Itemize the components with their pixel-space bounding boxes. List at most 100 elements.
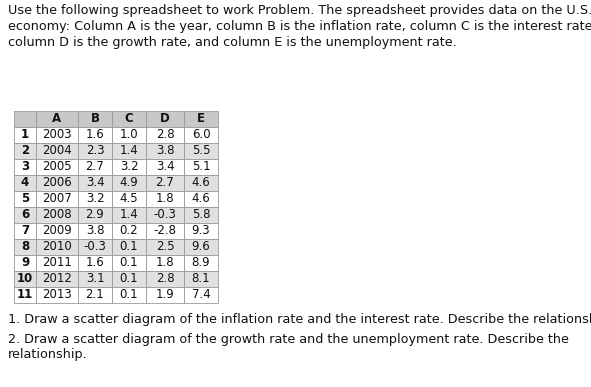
Text: 2.8: 2.8 xyxy=(155,272,174,286)
Bar xyxy=(36,191,78,207)
Bar xyxy=(112,207,146,223)
Text: 2011: 2011 xyxy=(42,257,72,269)
Bar xyxy=(112,287,146,303)
Text: 2. Draw a scatter diagram of the growth rate and the unemployment rate. Describe: 2. Draw a scatter diagram of the growth … xyxy=(8,333,569,346)
Bar xyxy=(36,111,78,127)
Bar xyxy=(146,175,184,191)
Text: 0.1: 0.1 xyxy=(120,240,138,253)
Bar xyxy=(78,127,112,143)
Bar xyxy=(78,271,112,287)
Bar xyxy=(112,127,146,143)
Text: 3.4: 3.4 xyxy=(86,176,105,190)
Text: economy: Column A is the year, column B is the inflation rate, column C is the i: economy: Column A is the year, column B … xyxy=(8,20,591,33)
Bar xyxy=(78,223,112,239)
Bar xyxy=(36,127,78,143)
Text: 1.6: 1.6 xyxy=(86,128,105,142)
Text: 1.6: 1.6 xyxy=(86,257,105,269)
Text: Use the following spreadsheet to work Problem. The spreadsheet provides data on : Use the following spreadsheet to work Pr… xyxy=(8,4,591,17)
Text: 4.9: 4.9 xyxy=(119,176,138,190)
Bar xyxy=(14,191,36,207)
Bar xyxy=(146,191,184,207)
Text: 3.2: 3.2 xyxy=(120,161,138,173)
Bar xyxy=(146,159,184,175)
Bar xyxy=(112,239,146,255)
Text: D: D xyxy=(160,113,170,125)
Text: 9.3: 9.3 xyxy=(191,224,210,238)
Bar xyxy=(36,255,78,271)
Text: 5.5: 5.5 xyxy=(191,144,210,158)
Text: 5.1: 5.1 xyxy=(191,161,210,173)
Text: 2.8: 2.8 xyxy=(155,128,174,142)
Bar xyxy=(112,111,146,127)
Text: 1.8: 1.8 xyxy=(155,257,174,269)
Text: 2012: 2012 xyxy=(42,272,72,286)
Bar xyxy=(78,191,112,207)
Bar xyxy=(36,143,78,159)
Bar xyxy=(78,255,112,271)
Text: 2.7: 2.7 xyxy=(155,176,174,190)
Bar xyxy=(184,271,218,287)
Text: B: B xyxy=(90,113,99,125)
Text: A: A xyxy=(53,113,61,125)
Text: 2.1: 2.1 xyxy=(86,288,105,301)
Text: relationship.: relationship. xyxy=(8,348,87,361)
Bar xyxy=(14,239,36,255)
Bar xyxy=(184,127,218,143)
Bar xyxy=(146,207,184,223)
Bar xyxy=(184,175,218,191)
Text: 2009: 2009 xyxy=(42,224,72,238)
Bar xyxy=(14,207,36,223)
Text: 1.9: 1.9 xyxy=(155,288,174,301)
Bar xyxy=(14,127,36,143)
Bar xyxy=(14,175,36,191)
Bar xyxy=(112,271,146,287)
Bar xyxy=(36,175,78,191)
Bar xyxy=(36,207,78,223)
Text: 4: 4 xyxy=(21,176,29,190)
Text: 8: 8 xyxy=(21,240,29,253)
Bar xyxy=(184,223,218,239)
Bar xyxy=(184,255,218,271)
Text: 4.6: 4.6 xyxy=(191,192,210,205)
Bar xyxy=(184,207,218,223)
Text: 2.9: 2.9 xyxy=(86,209,105,221)
Text: 2.7: 2.7 xyxy=(86,161,105,173)
Text: -0.3: -0.3 xyxy=(154,209,177,221)
Text: 8.1: 8.1 xyxy=(191,272,210,286)
Text: E: E xyxy=(197,113,205,125)
Bar xyxy=(78,111,112,127)
Text: 4.5: 4.5 xyxy=(120,192,138,205)
Bar xyxy=(112,143,146,159)
Text: 5: 5 xyxy=(21,192,29,205)
Text: 0.1: 0.1 xyxy=(120,288,138,301)
Bar xyxy=(146,271,184,287)
Text: 1: 1 xyxy=(21,128,29,142)
Bar xyxy=(112,159,146,175)
Bar xyxy=(36,287,78,303)
Text: 8.9: 8.9 xyxy=(191,257,210,269)
Bar xyxy=(112,255,146,271)
Text: 2007: 2007 xyxy=(42,192,72,205)
Text: -0.3: -0.3 xyxy=(83,240,106,253)
Text: 2008: 2008 xyxy=(42,209,72,221)
Bar xyxy=(36,271,78,287)
Text: 1.4: 1.4 xyxy=(119,209,138,221)
Text: 2005: 2005 xyxy=(42,161,72,173)
Text: 2.5: 2.5 xyxy=(155,240,174,253)
Bar xyxy=(14,143,36,159)
Text: 3: 3 xyxy=(21,161,29,173)
Text: 1.4: 1.4 xyxy=(119,144,138,158)
Text: 6.0: 6.0 xyxy=(191,128,210,142)
Text: 6: 6 xyxy=(21,209,29,221)
Text: 2.3: 2.3 xyxy=(86,144,105,158)
Text: -2.8: -2.8 xyxy=(154,224,177,238)
Text: column D is the growth rate, and column E is the unemployment rate.: column D is the growth rate, and column … xyxy=(8,36,457,49)
Text: 9: 9 xyxy=(21,257,29,269)
Text: 3.1: 3.1 xyxy=(86,272,105,286)
Bar xyxy=(184,287,218,303)
Bar xyxy=(36,159,78,175)
Text: 0.1: 0.1 xyxy=(120,272,138,286)
Bar xyxy=(184,143,218,159)
Bar xyxy=(14,111,36,127)
Text: 2003: 2003 xyxy=(42,128,72,142)
